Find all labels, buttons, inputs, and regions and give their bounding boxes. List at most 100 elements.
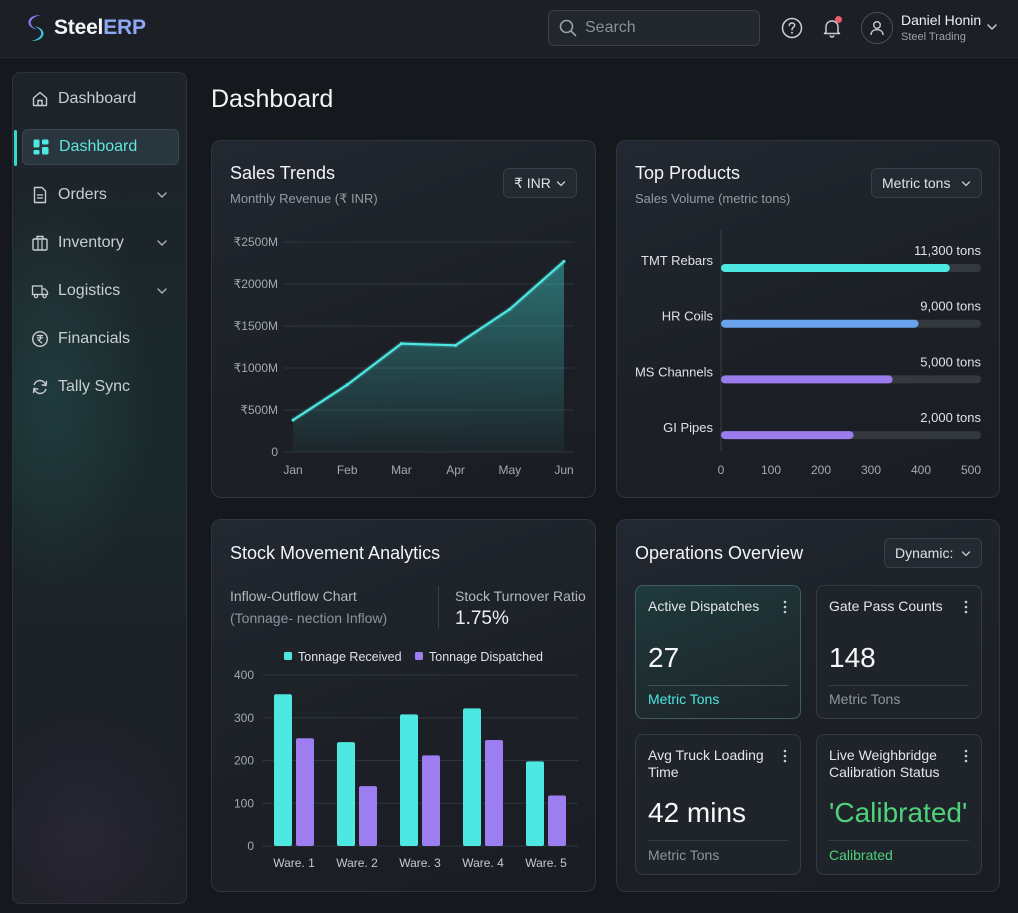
unit-dropdown[interactable]: Metric tons	[871, 168, 982, 198]
search-box[interactable]	[548, 10, 760, 46]
tile-label: Live Weighbridge Calibration Status	[829, 747, 940, 780]
legend-swatch	[415, 652, 423, 660]
stock-bar-chart: Tonnage Received Tonnage Dispatched 400 300…	[234, 650, 578, 870]
sidebar-item-financials[interactable]: Financials	[22, 321, 179, 357]
chevron-down-icon	[556, 181, 566, 187]
y-tick-label: 0	[247, 839, 254, 853]
unit-dropdown-label: Metric tons	[882, 175, 951, 191]
bell-icon[interactable]	[820, 16, 844, 40]
sidebar-item-tally-sync[interactable]: Tally Sync	[22, 369, 179, 405]
area-fill	[293, 261, 564, 452]
tile-value: 27	[648, 642, 680, 673]
sidebar-item-label: Orders	[58, 186, 107, 203]
chevron-down-icon[interactable]	[156, 237, 168, 249]
sidebar: Dashboard Dashboard Orders Inventory	[12, 72, 187, 904]
sales-line-chart: ₹2500M ₹2000M ₹1500M ₹1000M ₹500M 0 Jan Feb Mar A…	[234, 235, 574, 477]
category-label: HR Coils	[662, 309, 714, 324]
card-title: Sales Trends	[230, 163, 336, 183]
sidebar-item-logistics[interactable]: Logistics	[22, 273, 179, 309]
chevron-down-icon[interactable]	[156, 189, 168, 201]
data-point	[345, 383, 349, 387]
y-tick-label: ₹2000M	[234, 277, 278, 291]
x-tick-label: 200	[811, 463, 831, 477]
y-tick-label: 0	[271, 445, 278, 459]
y-tick-label: 100	[234, 796, 254, 810]
card-title: Operations Overview	[635, 543, 804, 563]
tile-value: 'Calibrated'	[829, 797, 968, 828]
search-input[interactable]	[585, 19, 735, 37]
more-vertical-icon[interactable]	[963, 748, 969, 764]
tile-divider	[829, 840, 969, 841]
legend-label: Tonnage Received	[298, 650, 402, 664]
bar	[337, 742, 355, 846]
tile-divider	[648, 685, 788, 686]
tile-label: Avg Truck Loading Time	[648, 747, 764, 780]
truck-icon	[31, 285, 49, 299]
more-vertical-icon[interactable]	[782, 748, 788, 764]
data-point	[399, 342, 403, 346]
divider	[438, 586, 439, 628]
tile-avg-truck-loading[interactable]: Avg Truck Loading Time 42 mins Metric To…	[635, 734, 801, 875]
avatar[interactable]	[861, 12, 893, 44]
data-point	[508, 307, 512, 311]
data-point	[454, 343, 458, 347]
y-tick-label: ₹2500M	[234, 235, 278, 249]
chevron-down-icon	[961, 551, 971, 557]
x-tick-label: May	[498, 463, 521, 477]
tile-gate-pass-counts[interactable]: Gate Pass Counts 148 Metric Tons	[816, 585, 982, 719]
bar	[359, 786, 377, 846]
x-tick-label: 500	[961, 463, 981, 477]
sidebar-item-label: Dashboard	[58, 90, 137, 107]
x-tick-label: Jun	[554, 463, 573, 477]
legend-swatch	[284, 652, 292, 660]
currency-dropdown[interactable]: ₹ INR	[503, 168, 577, 198]
tile-divider	[648, 840, 788, 841]
notification-dot	[835, 16, 842, 23]
sidebar-item-home[interactable]: Dashboard	[22, 81, 179, 117]
x-tick-label: Ware. 4	[462, 856, 504, 870]
logo-icon	[28, 15, 44, 41]
sidebar-item-dashboard[interactable]: Dashboard	[14, 129, 179, 166]
sidebar-item-orders[interactable]: Orders	[22, 177, 179, 213]
tile-footnote: Metric Tons	[829, 691, 901, 707]
chevron-down-icon[interactable]	[156, 285, 168, 297]
chevron-down-icon	[961, 181, 971, 187]
data-point	[562, 259, 566, 263]
category-label: TMT Rebars	[641, 253, 713, 268]
logo-text: SteelERP	[54, 16, 146, 40]
sidebar-item-inventory[interactable]: Inventory	[22, 225, 179, 261]
home-icon	[32, 91, 48, 107]
filter-dropdown-label: Dynamic:	[895, 545, 954, 561]
chevron-down-icon[interactable]	[985, 20, 999, 34]
sidebar-item-label: Financials	[58, 330, 131, 347]
data-label: 5,000 tons	[920, 354, 981, 369]
filter-dropdown[interactable]: Dynamic:	[884, 538, 982, 568]
inflow-outflow-sublabel: (Tonnage- ‪nection‪ Inflow)	[230, 610, 388, 626]
tile-footnote: Metric Tons	[648, 847, 720, 863]
bar	[548, 795, 566, 846]
turnover-value: 1.75%	[455, 608, 509, 629]
logo-prefix: Steel	[54, 16, 104, 39]
sidebar-item-label: Inventory	[58, 234, 124, 251]
help-icon[interactable]	[780, 16, 804, 40]
user-name[interactable]: Daniel Honin	[901, 12, 982, 28]
data-label: 9,000 tons	[920, 299, 981, 314]
tile-active-dispatches[interactable]: Active Dispatches 27 Metric Tons	[635, 585, 801, 719]
x-tick-label: Mar	[391, 463, 412, 477]
app-logo[interactable]: SteelERP	[24, 13, 146, 43]
y-tick-label: ₹500M	[240, 403, 278, 417]
stock-movement-card: Stock Movement Analytics Inflow-Outflow …	[211, 519, 596, 892]
tile-weighbridge-status[interactable]: Live Weighbridge Calibration Status 'Cal…	[816, 734, 982, 875]
x-tick-label: Ware. 3	[399, 856, 441, 870]
sidebar-item-label: Dashboard	[59, 138, 138, 155]
category-label: GI Pipes	[663, 420, 713, 435]
active-indicator	[14, 130, 17, 166]
data-label: 2,000 tons	[920, 410, 981, 425]
bar	[422, 755, 440, 846]
more-vertical-icon[interactable]	[963, 599, 969, 615]
rupee-icon	[31, 330, 49, 348]
document-icon	[33, 186, 47, 204]
more-vertical-icon[interactable]	[782, 599, 788, 615]
x-tick-label: Ware. 1	[273, 856, 315, 870]
bar	[296, 738, 314, 846]
